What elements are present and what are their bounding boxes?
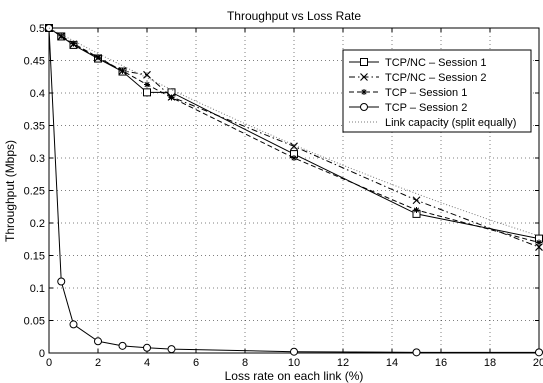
y-tick-label: 0.1 [30, 283, 45, 295]
data-point-marker [291, 155, 297, 161]
plot-series [45, 24, 543, 357]
x-tick-label: 2 [95, 357, 101, 369]
data-point-marker [57, 277, 66, 286]
y-tick-label: 0.3 [30, 153, 45, 165]
legend-entry-label: TCP – Session 1 [385, 87, 467, 99]
legend-swatch-marker [361, 89, 367, 95]
legend-entry-label: TCP/NC – Session 1 [385, 57, 486, 69]
legend-entry-label: Link capacity (split equally) [385, 117, 516, 129]
x-tick-label: 4 [144, 357, 150, 369]
x-tick-label: 6 [193, 357, 199, 369]
legend-swatch-marker [360, 58, 368, 66]
legend-swatch-marker [360, 73, 368, 81]
y-tick-label: 0.45 [24, 56, 45, 68]
series-3 [46, 25, 542, 246]
y-tick-label: 0.35 [24, 121, 45, 133]
series-line [48, 27, 540, 248]
series-line [48, 27, 540, 243]
y-tick-label: 0.5 [30, 23, 45, 35]
data-point-marker [143, 70, 151, 79]
x-tick-label: 20 [533, 357, 543, 369]
x-tick-label: 8 [242, 357, 248, 369]
data-point-marker [413, 207, 420, 213]
data-point-marker [70, 40, 77, 47]
x-tick-label: 12 [337, 357, 349, 369]
data-point-marker [119, 67, 126, 74]
data-point-marker [168, 94, 175, 101]
legend: TCP/NC – Session 1 TCP/NC – Session 2 TCP … [342, 49, 532, 133]
data-point-marker [69, 320, 78, 329]
data-point-marker [94, 337, 102, 346]
data-point-marker [167, 345, 176, 354]
x-axis-label: Loss rate on each link (%) [225, 369, 364, 383]
legend-box [342, 49, 532, 133]
data-point-marker [536, 239, 542, 246]
x-tick-label: 0 [46, 357, 52, 369]
chart-title: Throughput vs Loss Rate [227, 9, 361, 23]
y-tick-label: 0.4 [30, 88, 45, 100]
legend-swatch-marker [360, 103, 368, 111]
data-point-marker [143, 88, 151, 97]
y-axis-label: Throughput (Mbps) [3, 140, 17, 242]
data-point-marker [412, 196, 421, 205]
x-tick-label: 10 [288, 357, 300, 369]
data-point-marker [535, 243, 543, 251]
series-line [48, 27, 539, 353]
y-tick-label: 0.05 [24, 316, 45, 328]
x-tick-label: 18 [484, 357, 496, 369]
data-point-marker [535, 348, 543, 357]
x-tick-label: 14 [386, 357, 398, 369]
data-point-marker [58, 32, 65, 39]
y-tick-label: 0.25 [24, 186, 45, 198]
y-tick-label: 0 [39, 348, 45, 360]
data-point-marker [412, 348, 421, 357]
data-point-marker [290, 142, 298, 151]
x-tick-label: 16 [435, 357, 447, 369]
y-tick-label: 0.2 [30, 218, 45, 230]
data-point-marker [290, 347, 298, 356]
y-tick-label: 0.15 [24, 251, 45, 263]
data-point-marker [118, 341, 127, 350]
data-point-marker [143, 343, 151, 352]
legend-entry-label: TCP – Session 2 [385, 102, 467, 114]
series-4 [45, 24, 543, 357]
legend-entry-label: TCP/NC – Session 2 [385, 72, 486, 84]
data-point-marker [95, 54, 101, 61]
data-point-marker [144, 81, 150, 88]
